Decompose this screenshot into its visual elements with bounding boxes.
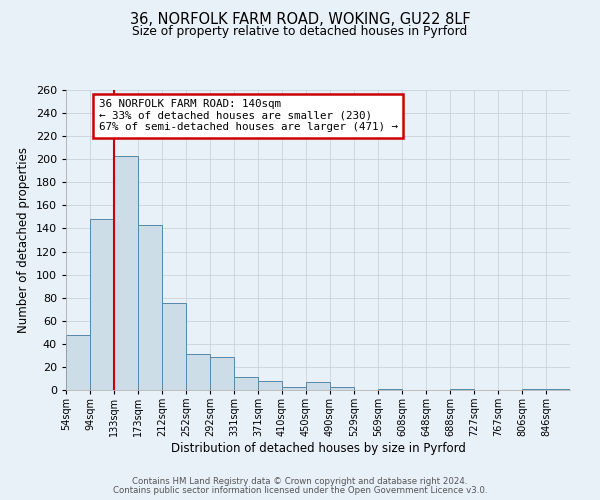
X-axis label: Distribution of detached houses by size in Pyrford: Distribution of detached houses by size …: [170, 442, 466, 455]
Bar: [306, 382, 330, 390]
Bar: [546, 389, 570, 390]
Y-axis label: Number of detached properties: Number of detached properties: [17, 147, 30, 333]
Bar: [522, 389, 546, 390]
Bar: [258, 381, 282, 390]
Bar: [378, 389, 402, 390]
Bar: [90, 219, 114, 390]
Bar: [66, 334, 90, 390]
Text: Contains public sector information licensed under the Open Government Licence v3: Contains public sector information licen…: [113, 486, 487, 495]
Bar: [330, 386, 354, 390]
Text: Size of property relative to detached houses in Pyrford: Size of property relative to detached ho…: [133, 25, 467, 38]
Text: Contains HM Land Registry data © Crown copyright and database right 2024.: Contains HM Land Registry data © Crown c…: [132, 477, 468, 486]
Bar: [138, 225, 162, 390]
Bar: [162, 304, 186, 390]
Bar: [234, 378, 258, 390]
Bar: [186, 354, 210, 390]
Bar: [450, 389, 474, 390]
Bar: [282, 386, 306, 390]
Bar: [114, 156, 138, 390]
Bar: [210, 356, 234, 390]
Text: 36 NORFOLK FARM ROAD: 140sqm
← 33% of detached houses are smaller (230)
67% of s: 36 NORFOLK FARM ROAD: 140sqm ← 33% of de…: [99, 99, 398, 132]
Text: 36, NORFOLK FARM ROAD, WOKING, GU22 8LF: 36, NORFOLK FARM ROAD, WOKING, GU22 8LF: [130, 12, 470, 28]
